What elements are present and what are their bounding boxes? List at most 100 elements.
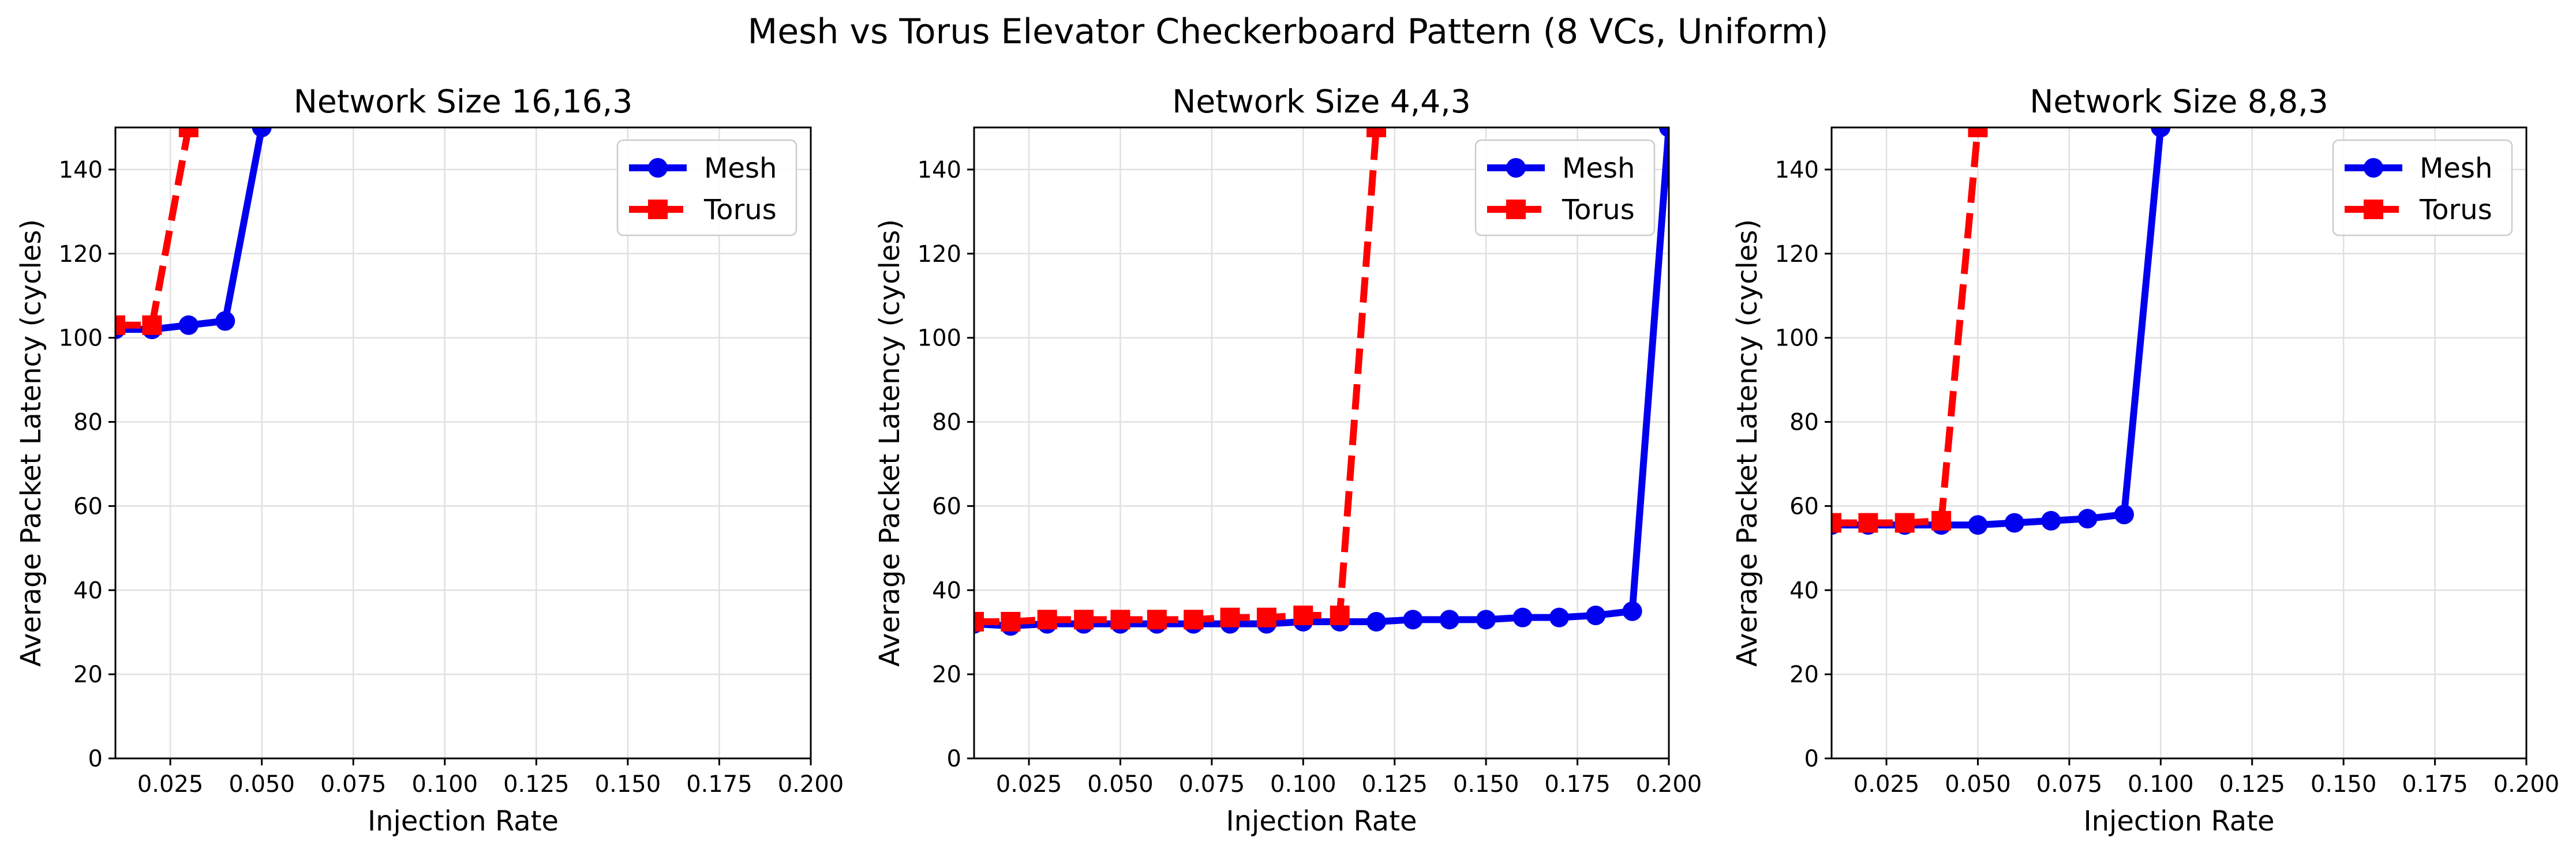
chart-1-frame (114, 126, 812, 760)
chart-2-xtick-label: 0.175 (1544, 771, 1611, 798)
chart-2-series-mesh-point (1586, 606, 1606, 626)
chart-2-legend: Mesh Torus (1474, 139, 1656, 236)
chart-2-title: Network Size 4,4,3 (1172, 83, 1470, 120)
chart-2-series-torus-point (1074, 610, 1094, 630)
chart-2: 0.025 0.050 0.075 0.100 0.125 0.150 0.175 0.200… (874, 83, 1702, 837)
chart-3-ytick-label: 120 (1775, 241, 1819, 268)
chart-2-legend-label-torus: Torus (1562, 194, 1635, 226)
chart-2-series-torus-point (1001, 611, 1021, 632)
chart-3-xtick-label: 0.150 (2311, 771, 2377, 798)
chart-3-plot-area (1832, 127, 2171, 535)
chart-2-series-torus-point (1256, 607, 1276, 627)
chart-2-xtick-label: 0.200 (1636, 771, 1702, 798)
chart-1-ytick-label: 60 (73, 493, 103, 520)
chart-3-series-mesh-line (1832, 127, 2165, 529)
chart-3-series-mesh-point (2114, 504, 2134, 524)
chart-1-series-torus-point (142, 315, 162, 335)
chart-2-series-mesh-point (1512, 607, 1533, 627)
chart-2-series-torus-point (1184, 610, 1204, 630)
chart-3-series-torus-point (1832, 513, 1841, 533)
chart-1-xtick-label: 0.075 (320, 771, 387, 798)
chart-3-ytick-label: 0 (1804, 746, 1819, 772)
chart-3-ylabel: Average Packet Latency (cycles) (1731, 219, 1763, 667)
chart-2-series-torus-line (974, 127, 1380, 625)
chart-2-frame (973, 126, 1670, 760)
chart-2-ytick-label: 40 (932, 577, 961, 604)
chart-2-series-torus-point (1147, 610, 1167, 630)
chart-3: 0.025 0.050 0.075 0.100 0.125 0.150 0.175 0.200… (1731, 83, 2559, 837)
chart-1-legend-label-torus: Torus (703, 194, 777, 226)
chart-1-xtick-label: 0.125 (503, 771, 570, 798)
chart-3-xtick-label: 0.175 (2402, 771, 2468, 798)
chart-1-ytick-label: 20 (73, 662, 103, 688)
chart-3-xtick-label: 0.075 (2036, 771, 2103, 798)
chart-3-legend-label-torus: Torus (2419, 194, 2492, 226)
chart-2-xlabel: Injection Rate (1226, 805, 1417, 837)
chart-3-xtick-label: 0.125 (2219, 771, 2285, 798)
chart-3-series-mesh-point (2041, 510, 2061, 531)
chart-3-ytick-label: 20 (1789, 662, 1819, 688)
chart-3-ytick-label: 80 (1789, 409, 1819, 436)
chart-3-series-torus-point (1931, 510, 1952, 531)
chart-2-ytick-label: 20 (932, 662, 961, 688)
chart-2-xtick-label: 0.125 (1361, 771, 1428, 798)
chart-3-ytick-label: 100 (1775, 325, 1819, 352)
chart-1-series-torus-point (115, 315, 125, 335)
chart-2-series-torus-point (1330, 606, 1350, 626)
chart-3-title: Network Size 8,8,3 (2030, 83, 2328, 120)
chart-1-xtick-label: 0.150 (595, 771, 661, 798)
chart-2-series-torus-point (1037, 610, 1057, 630)
chart-1-legend-marker-mesh (648, 158, 668, 178)
chart-2-series-mesh-point (1659, 127, 1669, 137)
chart-3-ytick-label: 40 (1789, 577, 1819, 604)
chart-1-xlabel: Injection Rate (368, 805, 559, 837)
chart-3-series-mesh-point (2077, 509, 2098, 529)
chart-2-series-mesh-point (1622, 601, 1642, 621)
chart-2-series-torus-point (1366, 127, 1387, 137)
chart-2-series-mesh-point (1366, 611, 1387, 632)
chart-1-series-mesh-line (115, 127, 265, 333)
chart-1-ytick-label: 0 (88, 746, 103, 772)
chart-3-series-torus-point (1968, 127, 1988, 137)
chart-1-series-torus-point (178, 127, 199, 137)
chart-1-xtick-label: 0.200 (778, 771, 844, 798)
chart-2-xtick-label: 0.075 (1179, 771, 1245, 798)
chart-2-xtick-label: 0.025 (996, 771, 1062, 798)
chart-2-ytick-label: 60 (932, 493, 961, 520)
chart-1-plot-area (115, 127, 272, 340)
chart-1-xtick-label: 0.050 (229, 771, 295, 798)
chart-1-xtick-label: 0.100 (412, 771, 478, 798)
chart-2-series-mesh-point (1403, 610, 1423, 630)
chart-1-legend: Mesh Torus (616, 139, 797, 236)
chart-1-series-torus-line (115, 127, 192, 329)
chart-3-xtick-label: 0.050 (1945, 771, 2011, 798)
figure-title: Mesh vs Torus Elevator Checkerboard Patt… (747, 12, 1828, 52)
chart-1-ylabel: Average Packet Latency (cycles) (15, 219, 47, 667)
chart-2-series-torus-point (974, 611, 984, 632)
chart-1-xtick-label: 0.175 (686, 771, 752, 798)
chart-3-series-torus-point (1894, 513, 1915, 533)
chart-1: 0.025 0.050 0.075 0.100 0.125 0.150 0.175 0.200… (15, 83, 844, 837)
chart-2-series-mesh-point (1549, 607, 1569, 627)
chart-2-xtick-label: 0.150 (1453, 771, 1519, 798)
chart-3-xtick-label: 0.200 (2493, 771, 2560, 798)
chart-3-ytick-label: 140 (1775, 157, 1819, 183)
chart-1-ytick-label: 140 (59, 157, 103, 183)
chart-2-legend-marker-mesh (1506, 158, 1526, 178)
chart-2-ytick-label: 0 (947, 746, 961, 772)
chart-3-legend-label-mesh: Mesh (2420, 152, 2492, 185)
chart-1-series-mesh-point (215, 311, 235, 331)
chart-3-ytick-label: 60 (1789, 493, 1819, 520)
chart-2-series-torus-point (1293, 606, 1313, 626)
chart-2-plot-area (974, 127, 1669, 636)
chart-1-xtick-label: 0.025 (137, 771, 204, 798)
chart-3-xtick-label: 0.100 (2128, 771, 2194, 798)
chart-2-legend-marker-torus (1506, 200, 1526, 219)
chart-3-series-mesh-point (1968, 515, 1988, 535)
chart-1-legend-label-mesh: Mesh (704, 152, 777, 185)
chart-3-xlabel: Injection Rate (2083, 805, 2274, 837)
chart-3-legend-marker-mesh (2364, 158, 2383, 178)
chart-2-legend-label-mesh: Mesh (1562, 152, 1635, 185)
chart-2-ytick-label: 120 (918, 241, 961, 268)
